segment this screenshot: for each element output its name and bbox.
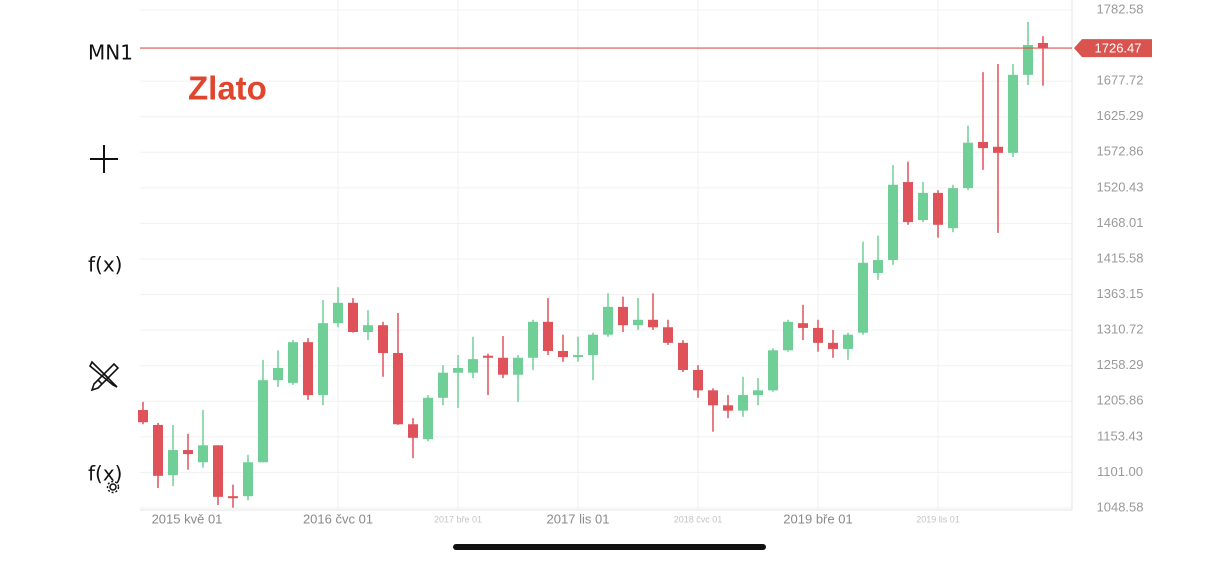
draw-tools-button[interactable] (88, 360, 120, 392)
candle-body (663, 327, 673, 343)
candle-body (948, 188, 958, 229)
candle-body (993, 146, 1003, 153)
y-tick-label: 1520.43 (1097, 179, 1144, 194)
candle-body (753, 390, 763, 396)
candle-body (333, 302, 343, 324)
candle-body (213, 445, 223, 497)
candle-body (243, 462, 253, 497)
y-tick-label: 1677.72 (1097, 73, 1144, 88)
candle-body (888, 184, 898, 261)
candle-body (303, 342, 313, 396)
candle-body (468, 359, 478, 373)
candle-body (618, 306, 628, 326)
x-tick-label: 2019 bře 01 (783, 511, 852, 526)
candle-body (873, 260, 883, 273)
candle-body (348, 302, 358, 332)
y-tick-label: 1310.72 (1097, 322, 1144, 337)
candle-body (828, 342, 838, 349)
y-tick-label: 1625.29 (1097, 108, 1144, 123)
candles (138, 21, 1048, 508)
candle-body (783, 321, 793, 351)
candle-body (603, 306, 613, 335)
y-tick-label: 1048.58 (1097, 499, 1144, 514)
candle-body (438, 372, 448, 398)
y-tick-label: 1258.29 (1097, 357, 1144, 372)
candle-body (378, 325, 388, 354)
candle-body (708, 390, 718, 406)
y-tick-label: 1205.86 (1097, 393, 1144, 408)
candle-body (168, 450, 178, 476)
candle-body (813, 327, 823, 343)
candle-body (678, 342, 688, 370)
candle-body (423, 397, 433, 440)
x-tick-label: 2018 čvc 01 (674, 514, 723, 524)
candle-body (918, 192, 928, 221)
timeframe-button[interactable]: MN1 (88, 41, 133, 65)
candle-body (483, 355, 493, 358)
candle-body (513, 357, 523, 375)
candle-body (363, 325, 373, 332)
y-tick-label: 1153.43 (1097, 428, 1143, 443)
x-tick-label: 2017 bře 01 (434, 514, 482, 524)
crosshair-button[interactable] (90, 145, 118, 173)
x-tick-label: 2019 lis 01 (916, 514, 960, 524)
candle-body (573, 355, 583, 358)
candle-body (693, 369, 703, 391)
candle-body (963, 142, 973, 189)
candle-body (978, 142, 988, 149)
candle-body (153, 424, 163, 476)
candle-body (843, 334, 853, 349)
y-tick-label: 1415.58 (1097, 250, 1144, 265)
candle-body (318, 323, 328, 396)
candle-body (768, 350, 778, 391)
candle-body (648, 319, 658, 328)
price-label: 1726.47 (1095, 41, 1142, 56)
candle-body (528, 321, 538, 358)
candle-body (543, 321, 553, 351)
y-tick-label: 1101.00 (1097, 464, 1143, 479)
candle-body (738, 395, 748, 411)
chart-title: Zlato (188, 70, 267, 107)
candle-body (138, 410, 148, 423)
candle-body (453, 367, 463, 373)
candle-body (273, 367, 283, 381)
candle-body (723, 405, 733, 411)
home-indicator (453, 544, 766, 550)
y-tick-label: 1572.86 (1097, 144, 1144, 159)
x-tick-label: 2016 čvc 01 (303, 511, 373, 526)
candle-body (903, 182, 913, 223)
candle-body (393, 353, 403, 425)
x-tick-label: 2017 lis 01 (547, 511, 610, 526)
candle-body (798, 323, 808, 328)
candle-body (558, 350, 568, 358)
candle-body (288, 342, 298, 383)
candle-body (228, 496, 238, 499)
indicators-button[interactable]: f(x) (88, 253, 122, 277)
candle-body (1023, 44, 1033, 75)
gear-icon (106, 480, 120, 494)
price-tag (1074, 39, 1152, 58)
candle-body (183, 450, 193, 455)
candle-body (1008, 74, 1018, 153)
custom-indicators-button[interactable]: f(x) (88, 462, 122, 486)
candle-body (933, 192, 943, 225)
candle-body (1038, 42, 1048, 49)
x-tick-label: 2015 kvě 01 (152, 511, 223, 526)
candle-body (198, 445, 208, 463)
candle-body (858, 262, 868, 333)
candle-body (633, 319, 643, 326)
candle-body (258, 380, 268, 463)
candle-body (498, 357, 508, 375)
candle-body (588, 334, 598, 356)
y-tick-label: 1363.15 (1097, 286, 1144, 301)
y-tick-label: 1468.01 (1097, 215, 1144, 230)
candle-body (408, 424, 418, 438)
y-tick-label: 1782.58 (1097, 1, 1144, 16)
